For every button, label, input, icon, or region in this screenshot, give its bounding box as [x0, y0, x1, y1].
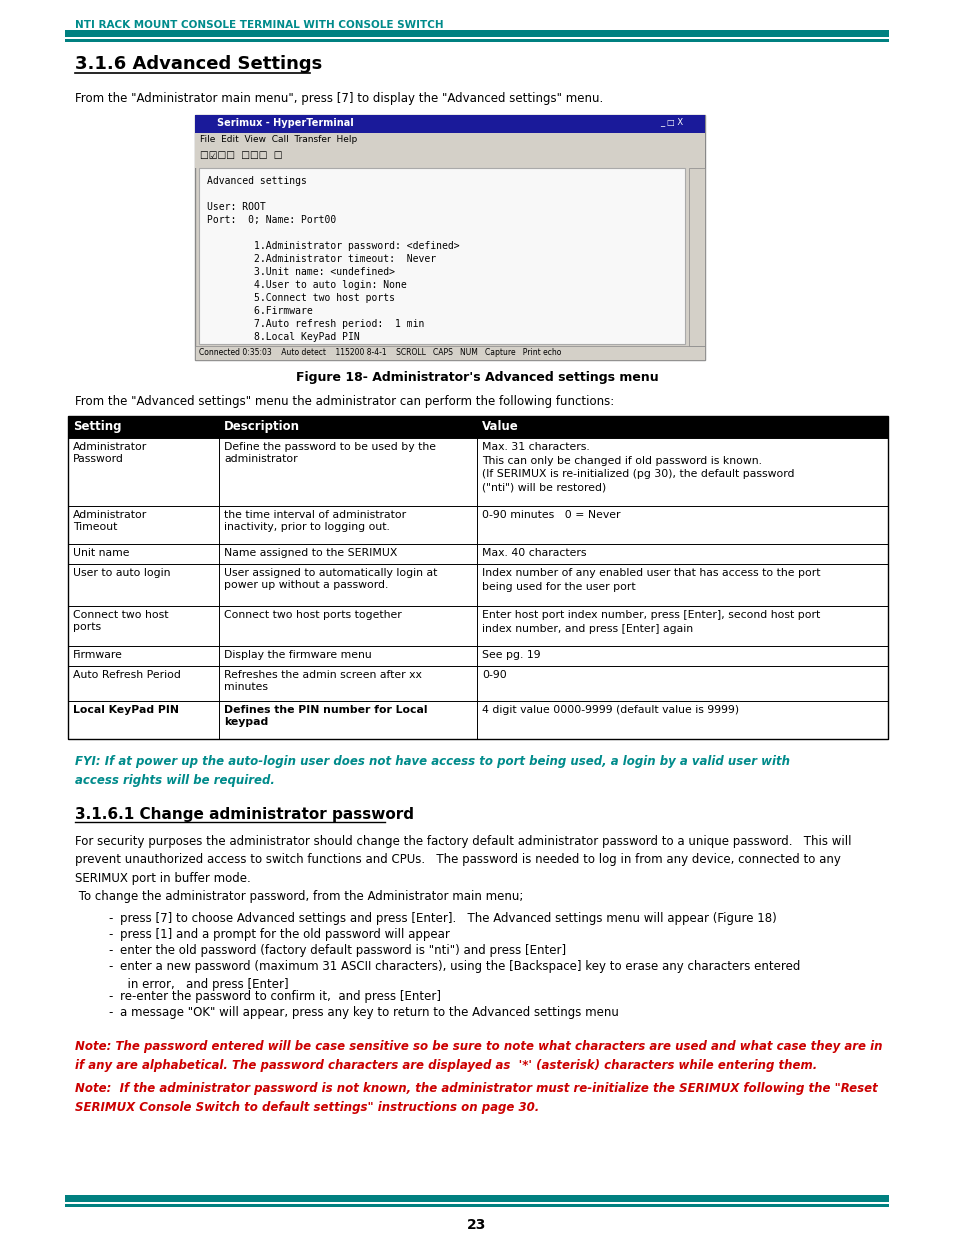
Text: User: ROOT: User: ROOT	[207, 203, 266, 212]
Text: 3.1.6.1 Change administrator password: 3.1.6.1 Change administrator password	[75, 806, 414, 823]
Text: Auto Refresh Period: Auto Refresh Period	[73, 671, 181, 680]
Bar	[65, 1204, 888, 1207]
Text: Port:  0; Name: Port00: Port: 0; Name: Port00	[207, 215, 335, 225]
Text: press [7] to choose Advanced settings and press [Enter].   The Advanced settings: press [7] to choose Advanced settings an…	[120, 911, 776, 925]
Text: -: -	[108, 960, 112, 973]
Text: Display the firmware menu: Display the firmware menu	[224, 650, 372, 659]
Text: Connect two host ports together: Connect two host ports together	[224, 610, 401, 620]
Text: Defines the PIN number for Local
keypad: Defines the PIN number for Local keypad	[224, 705, 427, 727]
Text: User assigned to automatically login at
power up without a password.: User assigned to automatically login at …	[224, 568, 436, 590]
Text: enter the old password (factory default password is "nti") and press [Enter]: enter the old password (factory default …	[120, 944, 565, 957]
Text: Local KeyPad PIN: Local KeyPad PIN	[73, 705, 179, 715]
Text: Refreshes the admin screen after xx
minutes: Refreshes the admin screen after xx minu…	[224, 671, 421, 693]
Bar	[194, 346, 704, 359]
Text: 8.Local KeyPad PIN: 8.Local KeyPad PIN	[207, 332, 359, 342]
Bar	[688, 168, 704, 346]
Text: Max. 40 characters: Max. 40 characters	[481, 548, 586, 558]
Text: 1.Administrator password: <defined>: 1.Administrator password: <defined>	[207, 241, 459, 251]
Text: _ □ X: _ □ X	[659, 117, 682, 126]
Text: Setting: Setting	[73, 420, 121, 433]
Text: Unit name: Unit name	[73, 548, 130, 558]
Text: press [1] and a prompt for the old password will appear: press [1] and a prompt for the old passw…	[120, 927, 450, 941]
Text: Serimux - HyperTerminal: Serimux - HyperTerminal	[216, 119, 354, 128]
Text: Note: The password entered will be case sensitive so be sure to note what charac: Note: The password entered will be case …	[75, 1040, 882, 1072]
Text: -: -	[108, 927, 112, 941]
Text: 0-90 minutes   0 = Never: 0-90 minutes 0 = Never	[481, 510, 619, 520]
Text: Value: Value	[481, 420, 518, 433]
Text: 4.User to auto login: None: 4.User to auto login: None	[207, 280, 406, 290]
Text: -: -	[108, 944, 112, 957]
Text: Connected 0:35:03    Auto detect    115200 8-4-1    SCROLL   CAPS   NUM   Captur: Connected 0:35:03 Auto detect 115200 8-4…	[199, 348, 560, 357]
Text: From the "Administrator main menu", press [7] to display the "Advanced settings": From the "Administrator main menu", pres…	[75, 91, 602, 105]
Text: Administrator
Password: Administrator Password	[73, 442, 147, 464]
Text: -: -	[108, 990, 112, 1003]
Text: User to auto login: User to auto login	[73, 568, 171, 578]
Bar	[68, 666, 887, 701]
Text: Enter host port index number, press [Enter], second host port
index number, and : Enter host port index number, press [Ent…	[481, 610, 820, 634]
Text: 2.Administrator timeout:  Never: 2.Administrator timeout: Never	[207, 254, 436, 264]
Bar	[194, 133, 704, 148]
Text: For security purposes the administrator should change the factory default admini: For security purposes the administrator …	[75, 835, 851, 885]
Bar	[68, 646, 887, 666]
Text: 4 digit value 0000-9999 (default value is 9999): 4 digit value 0000-9999 (default value i…	[481, 705, 739, 715]
Text: -: -	[108, 1007, 112, 1019]
Bar	[68, 701, 887, 739]
Text: Figure 18- Administrator's Advanced settings menu: Figure 18- Administrator's Advanced sett…	[295, 370, 658, 384]
Text: 23: 23	[467, 1218, 486, 1233]
Bar	[68, 438, 887, 506]
Text: -: -	[108, 911, 112, 925]
Text: NTI RACK MOUNT CONSOLE TERMINAL WITH CONSOLE SWITCH: NTI RACK MOUNT CONSOLE TERMINAL WITH CON…	[75, 20, 443, 30]
Bar	[68, 506, 887, 543]
Bar	[194, 148, 704, 168]
Text: File  Edit  View  Call  Transfer  Help: File Edit View Call Transfer Help	[200, 135, 356, 144]
Text: enter a new password (maximum 31 ASCII characters), using the [Backspace] key to: enter a new password (maximum 31 ASCII c…	[120, 960, 800, 990]
Bar	[199, 168, 684, 345]
Text: Advanced settings: Advanced settings	[207, 177, 307, 186]
Text: 7.Auto refresh period:  1 min: 7.Auto refresh period: 1 min	[207, 319, 424, 329]
Text: Note:  If the administrator password is not known, the administrator must re-ini: Note: If the administrator password is n…	[75, 1082, 877, 1114]
Bar	[68, 606, 887, 646]
Bar	[68, 416, 887, 438]
Bar	[65, 40, 888, 42]
Text: re-enter the password to confirm it,  and press [Enter]: re-enter the password to confirm it, and…	[120, 990, 440, 1003]
Text: Max. 31 characters.
This can only be changed if old password is known.
(If SERIM: Max. 31 characters. This can only be cha…	[481, 442, 794, 493]
Text: See pg. 19: See pg. 19	[481, 650, 540, 659]
Text: Index number of any enabled user that has access to the port
being used for the : Index number of any enabled user that ha…	[481, 568, 820, 592]
Bar	[194, 115, 704, 133]
Text: FYI: If at power up the auto-login user does not have access to port being used,: FYI: If at power up the auto-login user …	[75, 755, 789, 787]
Bar	[68, 543, 887, 564]
Text: Define the password to be used by the
administrator: Define the password to be used by the ad…	[224, 442, 436, 464]
Text: From the "Advanced settings" menu the administrator can perform the following fu: From the "Advanced settings" menu the ad…	[75, 395, 614, 408]
Text: ☐☑☐☐  ☐☐☐  ☐: ☐☑☐☐ ☐☐☐ ☐	[200, 151, 282, 161]
Text: Connect two host
ports: Connect two host ports	[73, 610, 169, 632]
Text: 3.1.6 Advanced Settings: 3.1.6 Advanced Settings	[75, 56, 322, 73]
Bar	[65, 30, 888, 37]
Text: Firmware: Firmware	[73, 650, 123, 659]
Text: 5.Connect two host ports: 5.Connect two host ports	[207, 293, 395, 303]
Text: a message "OK" will appear, press any key to return to the Advanced settings men: a message "OK" will appear, press any ke…	[120, 1007, 618, 1019]
Text: Name assigned to the SERIMUX: Name assigned to the SERIMUX	[224, 548, 397, 558]
Text: the time interval of administrator
inactivity, prior to logging out.: the time interval of administrator inact…	[224, 510, 406, 532]
Bar	[68, 416, 887, 739]
Text: Administrator
Timeout: Administrator Timeout	[73, 510, 147, 532]
Text: 3.Unit name: <undefined>: 3.Unit name: <undefined>	[207, 267, 395, 277]
Bar	[68, 564, 887, 606]
Bar	[194, 115, 704, 359]
Bar	[65, 1195, 888, 1202]
Text: To change the administrator password, from the Administrator main menu;: To change the administrator password, fr…	[75, 890, 523, 903]
Text: 6.Firmware: 6.Firmware	[207, 306, 313, 316]
Text: Description: Description	[224, 420, 299, 433]
Text: 0-90: 0-90	[481, 671, 506, 680]
